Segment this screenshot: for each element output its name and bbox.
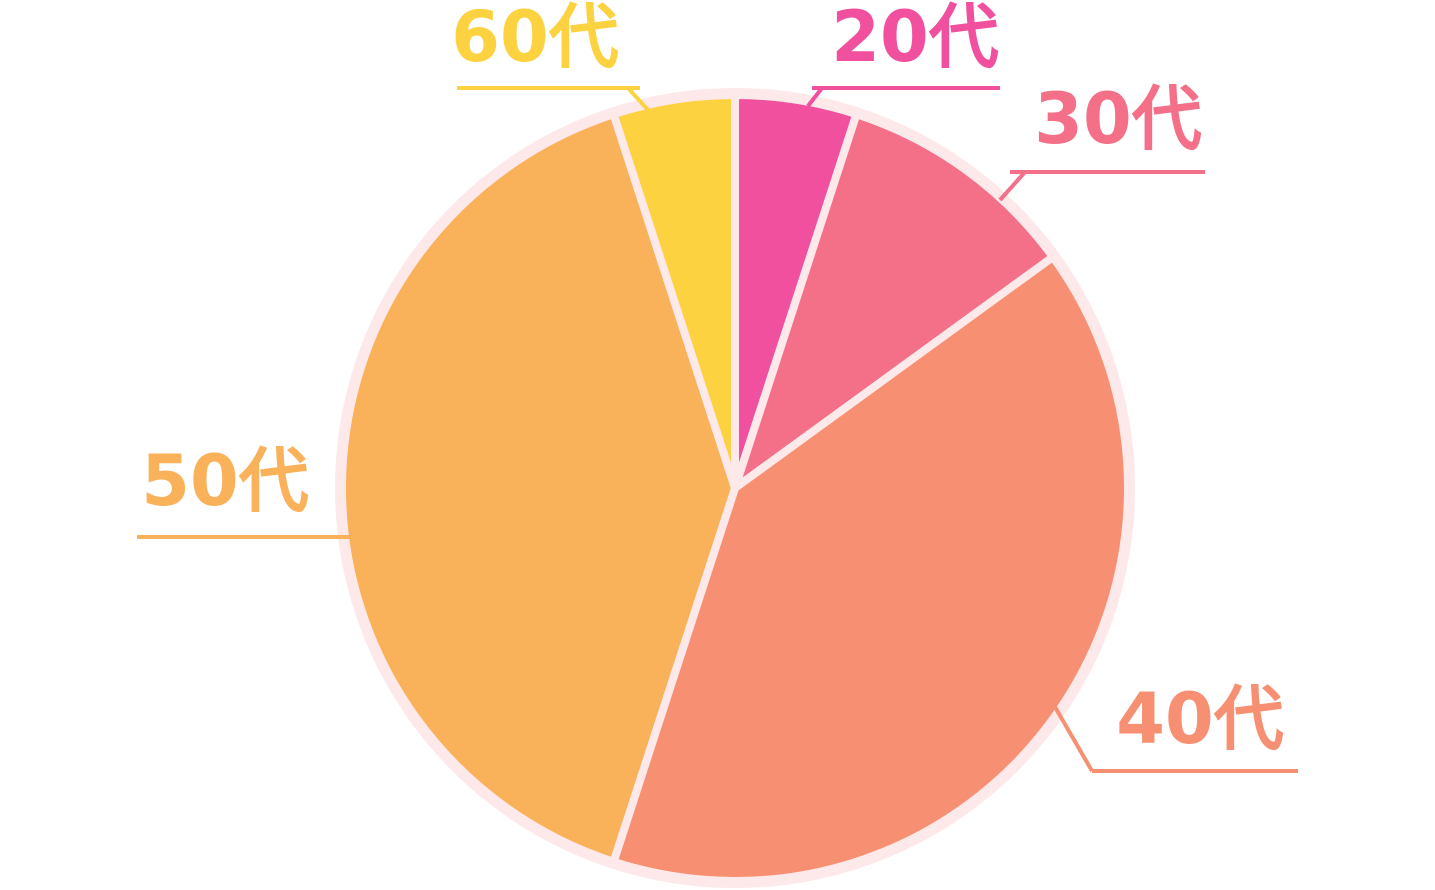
pie-slice (338, 110, 739, 866)
leader-line (998, 170, 1027, 202)
pie-slice (609, 253, 1132, 885)
slice-label: 50代 (141, 440, 308, 522)
slice-label: 40代 (1116, 678, 1283, 760)
slice-label: 60代 (451, 0, 618, 78)
leader-line (1023, 653, 1094, 773)
leader-line (806, 86, 824, 108)
slice-label: 30代 (1034, 78, 1201, 160)
pie-slice (731, 110, 1057, 492)
pie-slice (609, 91, 739, 492)
slice-label: 20代 (831, 0, 998, 78)
leader-line (626, 86, 670, 134)
